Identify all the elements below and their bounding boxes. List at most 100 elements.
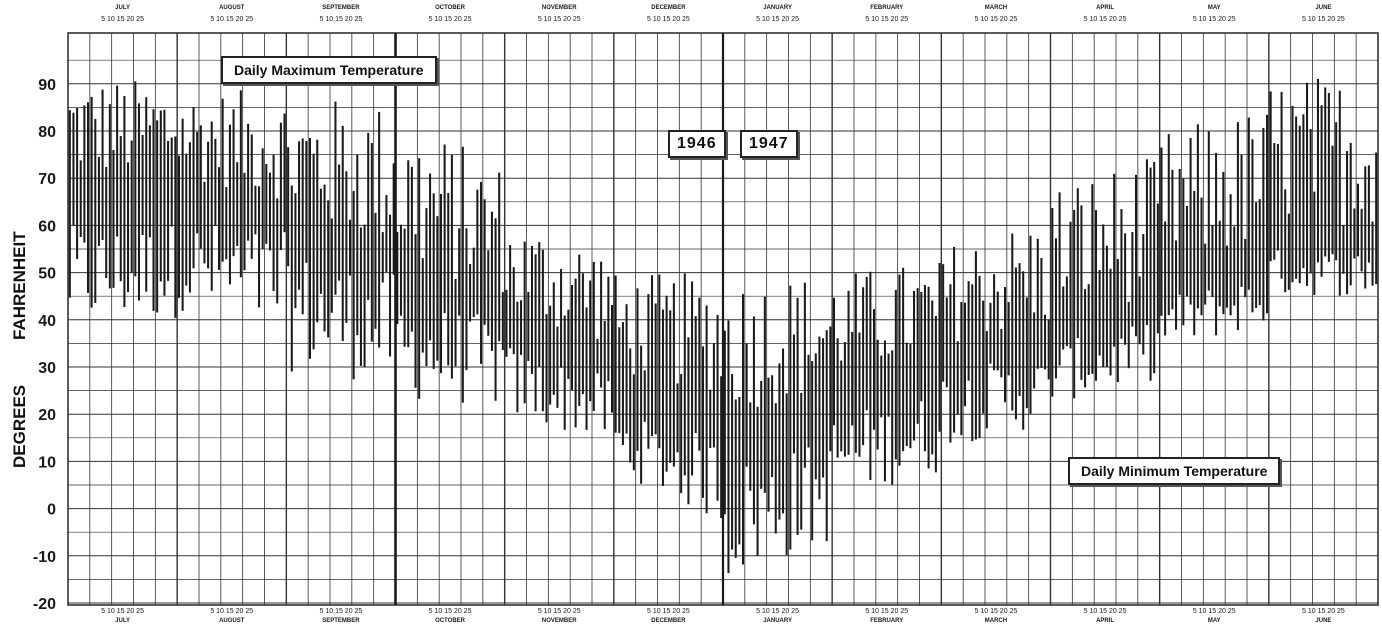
daily-temperature-bar xyxy=(214,138,217,227)
daily-temperature-bar xyxy=(647,294,650,449)
daily-temperature-bar xyxy=(723,330,726,515)
daily-temperature-bar xyxy=(145,97,148,292)
daily-maximum-label: Daily Maximum Temperature xyxy=(221,56,437,84)
daily-temperature-bar xyxy=(1247,117,1250,290)
daily-temperature-bar xyxy=(447,193,450,366)
bottom-day-ticks: 5 10 15 20 25 xyxy=(320,608,363,615)
daily-temperature-bar xyxy=(676,383,679,453)
daily-temperature-bar xyxy=(79,160,82,238)
daily-temperature-bar xyxy=(1335,122,1338,261)
daily-temperature-bar xyxy=(902,267,905,452)
daily-temperature-bar xyxy=(476,189,479,315)
daily-temperature-bar xyxy=(1215,152,1218,336)
daily-temperature-bar xyxy=(239,90,242,278)
daily-temperature-bar xyxy=(228,124,231,285)
daily-temperature-bar xyxy=(461,146,464,403)
daily-temperature-bar xyxy=(705,305,708,514)
daily-temperature-bar xyxy=(287,147,290,267)
daily-temperature-bar xyxy=(1338,90,1341,296)
daily-temperature-bar xyxy=(498,172,501,342)
daily-temperature-bar xyxy=(814,353,817,480)
daily-temperature-bar xyxy=(996,291,999,371)
daily-temperature-bar xyxy=(1051,208,1054,397)
daily-temperature-bar xyxy=(367,132,370,300)
daily-temperature-bar xyxy=(883,340,886,482)
bottom-day-ticks: 5 10 15 20 25 xyxy=(865,608,908,615)
daily-temperature-bar xyxy=(1102,224,1105,368)
daily-temperature-bar xyxy=(527,291,530,361)
daily-temperature-bar xyxy=(1331,145,1334,255)
daily-temperature-bar xyxy=(1324,87,1327,257)
daily-minimum-label: Daily Minimum Temperature xyxy=(1068,457,1281,485)
daily-temperature-bar xyxy=(894,289,897,460)
daily-temperature-bar xyxy=(265,164,268,244)
daily-temperature-bar xyxy=(654,303,657,435)
daily-temperature-bar xyxy=(1171,169,1174,310)
daily-temperature-bar xyxy=(1084,289,1087,388)
daily-temperature-bar xyxy=(971,284,974,442)
daily-temperature-bar xyxy=(1080,205,1083,380)
daily-temperature-bar xyxy=(530,245,533,374)
daily-temperature-bar xyxy=(392,163,395,275)
daily-temperature-bar xyxy=(963,302,967,407)
daily-temperature-bar xyxy=(567,309,570,379)
daily-temperature-bar xyxy=(1251,139,1254,313)
daily-temperature-bar xyxy=(1134,174,1138,337)
daily-temperature-bar xyxy=(563,315,566,430)
daily-temperature-bar xyxy=(1204,243,1207,305)
daily-temperature-bar xyxy=(327,200,330,338)
daily-temperature-bar xyxy=(359,227,362,366)
daily-temperature-bar xyxy=(396,231,399,325)
daily-temperature-bar xyxy=(356,154,359,336)
daily-temperature-bar xyxy=(1109,268,1112,376)
top-day-ticks: 5 10 15 20 25 xyxy=(210,16,253,23)
daily-temperature-bar xyxy=(734,399,737,558)
daily-temperature-bar xyxy=(167,140,170,281)
daily-temperature-bar xyxy=(156,120,159,313)
daily-temperature-bar xyxy=(381,232,384,283)
daily-temperature-bar xyxy=(923,285,926,452)
top-month-label: APRIL xyxy=(1096,5,1114,11)
daily-temperature-bar xyxy=(840,360,843,452)
y-tick-label: 90 xyxy=(38,77,56,94)
daily-temperature-bar xyxy=(112,149,115,288)
daily-temperature-bar xyxy=(716,314,719,501)
daily-temperature-bar xyxy=(1098,270,1101,356)
daily-temperature-bar xyxy=(76,107,79,259)
daily-temperature-bar xyxy=(1233,226,1236,306)
daily-temperature-bar xyxy=(1313,191,1316,295)
daily-temperature-bar xyxy=(1207,131,1210,291)
daily-temperature-bar xyxy=(1160,147,1163,316)
daily-temperature-bar xyxy=(505,289,508,357)
bottom-month-label: DECEMBER xyxy=(651,618,686,624)
y-axis-title: DEGREES FAHRENHEIT xyxy=(6,210,46,470)
daily-temperature-bar xyxy=(487,250,490,336)
daily-temperature-bar xyxy=(876,339,879,450)
daily-temperature-bar xyxy=(221,98,224,262)
daily-temperature-bar xyxy=(1131,232,1134,327)
daily-temperature-bar xyxy=(1327,93,1330,262)
year-label-1946: 1946 xyxy=(668,130,726,158)
daily-temperature-bar xyxy=(1011,233,1014,411)
daily-temperature-bar xyxy=(1287,213,1290,290)
y-tick-label: 80 xyxy=(38,124,56,141)
daily-temperature-bar xyxy=(549,305,552,405)
bottom-month-label: MAY xyxy=(1208,618,1221,624)
daily-temperature-bar xyxy=(974,251,977,440)
daily-temperature-bar xyxy=(691,281,694,476)
daily-temperature-bar xyxy=(338,164,341,281)
daily-temperature-bar xyxy=(217,167,221,270)
daily-temperature-bar xyxy=(385,195,388,273)
daily-temperature-bar xyxy=(621,322,624,445)
top-day-ticks: 5 10 15 20 25 xyxy=(647,16,690,23)
daily-temperature-bar xyxy=(1120,209,1123,339)
daily-temperature-bar xyxy=(105,166,108,278)
daily-temperature-bar xyxy=(432,193,435,369)
daily-temperature-bar xyxy=(552,282,555,395)
daily-temperature-bar xyxy=(1306,82,1309,286)
chart-grid xyxy=(67,32,1379,606)
daily-temperature-bar xyxy=(410,166,413,332)
daily-temperature-bar xyxy=(1258,199,1261,306)
daily-temperature-bar xyxy=(756,406,759,556)
bottom-month-label: APRIL xyxy=(1096,618,1114,624)
